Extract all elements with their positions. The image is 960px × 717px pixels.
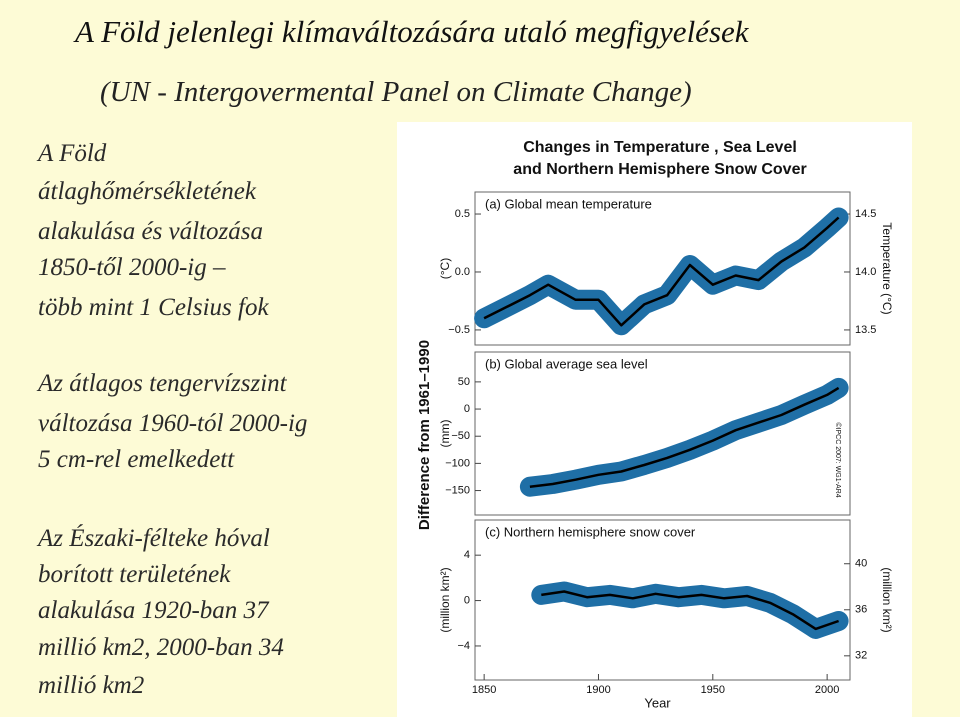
- y2-tick-label: 40: [855, 558, 867, 570]
- text-line: átlaghőmérsékletének: [38, 178, 256, 205]
- x-tick-label: 1950: [701, 684, 725, 696]
- text-line: alakulása és változása: [38, 218, 263, 245]
- figure-title: Changes in Temperature , Sea Level: [523, 139, 797, 156]
- line: [541, 590, 840, 631]
- y-tick-label: −4: [457, 640, 470, 652]
- panel-title: (a) Global mean temperature: [485, 196, 652, 211]
- text-line: borított területének: [38, 561, 231, 588]
- y-tick-label: 50: [458, 376, 470, 388]
- x-tick-label: 1850: [472, 684, 496, 696]
- x-tick-label: 1900: [586, 684, 610, 696]
- text-line: alakulása 1920-ban 37: [38, 597, 269, 624]
- y-axis-label: (°C): [438, 258, 452, 279]
- text-line: millió km2, 2000-ban 34: [38, 634, 284, 661]
- text-line: A Föld: [38, 140, 107, 167]
- line: [529, 386, 840, 488]
- y-tick-label: 0.0: [455, 266, 470, 278]
- panel-frame: [474, 191, 851, 346]
- text-line: több mint 1 Celsius fok: [38, 294, 269, 321]
- figure-title: and Northern Hemisphere Snow Cover: [513, 161, 806, 178]
- slide-title: A Föld jelenlegi klímaváltozására utaló …: [75, 14, 749, 49]
- y-tick-label: 0: [464, 403, 470, 415]
- y-tick-label: −0.5: [448, 324, 470, 336]
- y-tick-label: 0.5: [455, 208, 470, 220]
- y2-axis-label: (million km²): [880, 567, 894, 632]
- figure-ylabel: Difference from 1961–1990: [416, 340, 433, 530]
- y2-tick-label: 14.0: [855, 266, 876, 278]
- line: [483, 216, 840, 327]
- y2-tick-label: 13.5: [855, 324, 876, 336]
- text-line: változása 1960-tól 2000-ig: [38, 410, 308, 437]
- y-axis-label: (million km²): [438, 567, 452, 632]
- x-axis-label: Year: [644, 695, 671, 710]
- y2-tick-label: 14.5: [855, 208, 876, 220]
- y-tick-label: −50: [451, 430, 470, 442]
- y-tick-label: 0: [464, 594, 470, 606]
- panel-title: (c) Northern hemisphere snow cover: [485, 524, 696, 539]
- text-line: Az átlagos tengervízszint: [38, 370, 287, 397]
- y-tick-label: 4: [464, 549, 470, 561]
- panel-frame: [474, 519, 851, 681]
- text-line: 5 cm-rel emelkedett: [38, 446, 235, 473]
- y2-axis-label: Temperature (°C): [880, 222, 894, 314]
- panel-title: (b) Global average sea level: [485, 356, 648, 371]
- x-tick-label: 2000: [815, 684, 839, 696]
- y2-tick-label: 36: [855, 604, 867, 616]
- y-axis-label: (mm): [438, 420, 452, 448]
- text-line: 1850-től 2000-ig –: [38, 254, 226, 281]
- y-tick-label: −100: [445, 457, 470, 469]
- credit: ©IPCC 2007: WG1-AR4: [834, 422, 842, 497]
- panel-frame: [474, 351, 851, 516]
- slide-subtitle: (UN - Intergovermental Panel on Climate …: [100, 76, 692, 108]
- y-tick-label: −150: [445, 484, 470, 496]
- y2-tick-label: 32: [855, 650, 867, 662]
- text-line: millió km2: [38, 672, 145, 699]
- text-line: Az Északi-félteke hóval: [38, 525, 270, 552]
